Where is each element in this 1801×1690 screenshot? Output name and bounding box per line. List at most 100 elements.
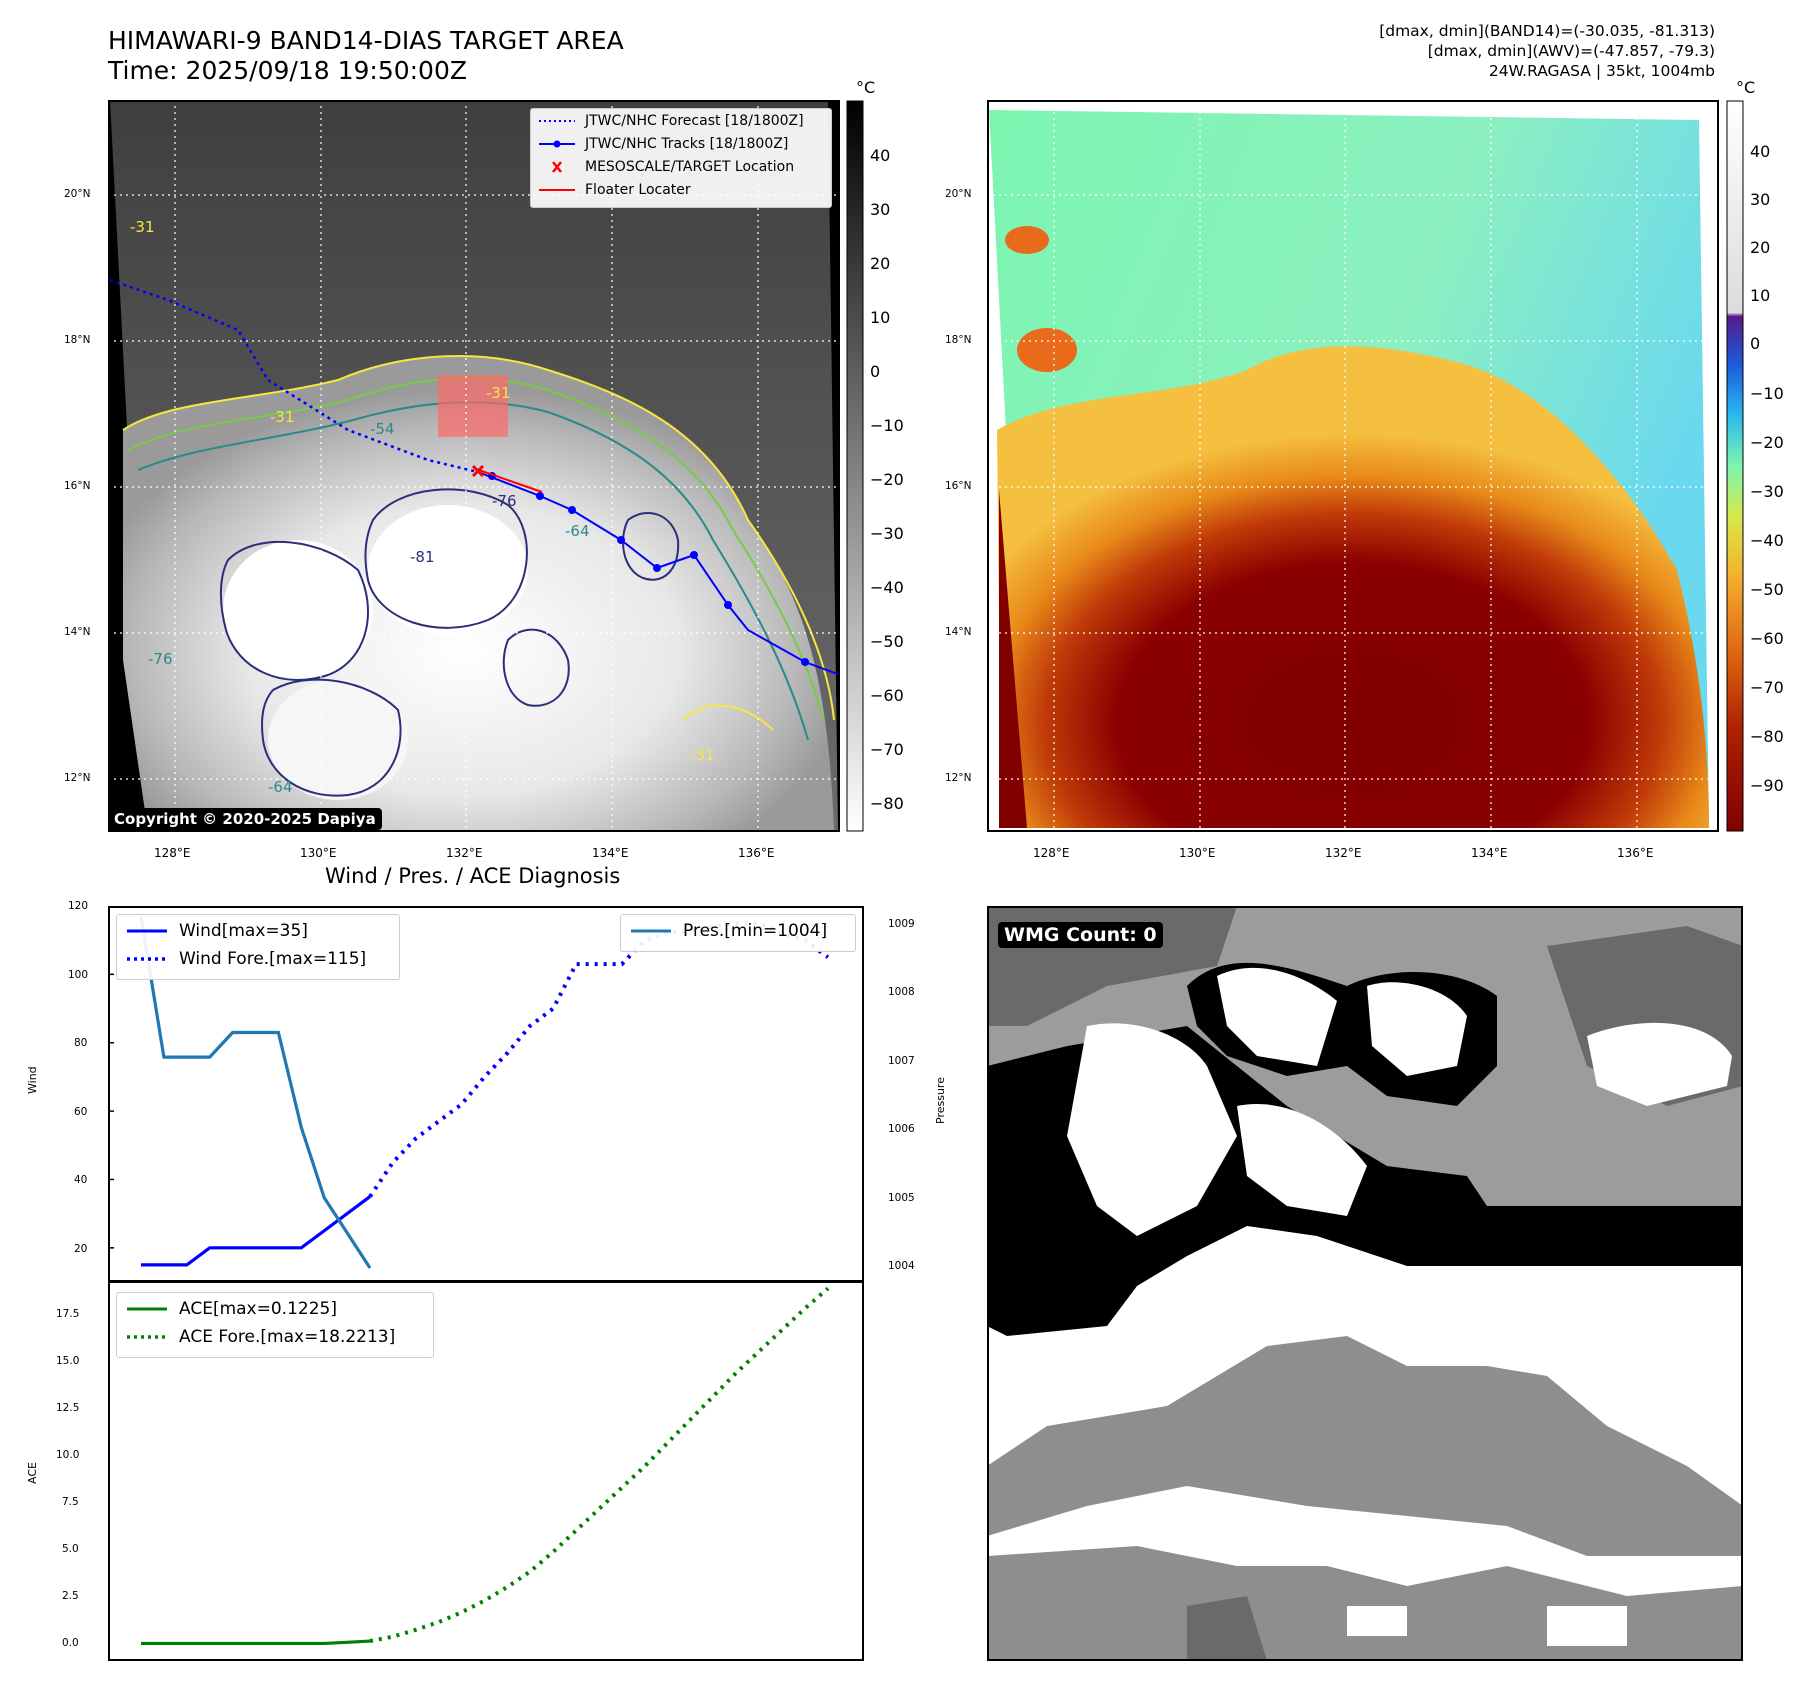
pressure-legend: Pres.[min=1004] [620,914,856,952]
wind-y-tick: 120 [68,900,89,912]
wind-dotted-swatch [127,957,167,961]
ir-colorbar-tick: 40 [870,146,891,165]
pressure-y-tick: 1009 [888,918,915,930]
ir-lat-tick: 18°N [64,334,91,346]
contour-label: -31 [486,384,511,402]
ir-colorbar-tick: −20 [870,470,904,489]
awv-lat-tick: 12°N [945,772,972,784]
awv-colorbar [1726,100,1744,832]
contour-label: -31 [270,408,295,426]
target-x-swatch [552,161,562,173]
figure-title: HIMAWARI-9 BAND14-DIAS TARGET AREA [108,26,624,55]
ir-colorbar-tick: −80 [870,794,904,813]
pressure-y-tick: 1006 [888,1123,915,1135]
floater-box [438,375,508,437]
awv-lat-tick: 14°N [945,626,972,638]
ir-colorbar-tick: −30 [870,524,904,543]
ir-colorbar [846,100,864,832]
ace-y-tick: 7.5 [62,1496,79,1508]
ir-lon-tick: 132°E [446,846,483,860]
legend-pressure-label: Pres.[min=1004] [683,921,828,941]
ir-colorbar-tick: 0 [870,362,881,381]
ir-colorbar-tick: 20 [870,254,891,273]
awv-lon-tick: 128°E [1033,846,1070,860]
pressure-y-tick: 1008 [888,986,915,998]
pressure-y-tick: 1004 [888,1260,915,1272]
legend-forecast-label: JTWC/NHC Forecast [18/1800Z] [585,113,804,129]
awv-colorbar-tick: −50 [1750,580,1784,599]
awv-colorbar-tick: 0 [1750,334,1761,353]
awv-colorbar-unit: °C [1736,78,1756,97]
contour-label: -81 [410,548,435,566]
wind-y-tick: 40 [74,1174,88,1186]
legend-wind-fore-label: Wind Fore.[max=115] [179,949,367,969]
ir-lat-tick: 20°N [64,188,91,200]
awv-satellite-panel [987,100,1719,832]
ace-y-tick: 0.0 [62,1637,79,1649]
legend-floater-label: Floater Locater [585,182,691,198]
ace-solid-swatch [127,1307,167,1311]
wind-axis-label: Wind [26,1066,39,1094]
forecast-line-swatch [539,120,575,122]
ir-lat-tick: 16°N [64,480,91,492]
ir-lon-tick: 134°E [592,846,629,860]
ir-colorbar-unit: °C [856,78,876,97]
awv-colorbar-tick: −40 [1750,531,1784,550]
track-line-swatch [539,140,575,148]
pressure-axis-label: Pressure [934,1077,947,1124]
ir-colorbar-tick: 30 [870,200,891,219]
awv-lon-tick: 132°E [1325,846,1362,860]
ir-colorbar-tick: −10 [870,416,904,435]
ir-lat-tick: 14°N [64,626,91,638]
contour-label: -31 [130,218,155,236]
wind-y-tick: 60 [74,1106,88,1118]
floater-line-swatch [539,189,575,191]
awv-lat-tick: 20°N [945,188,972,200]
info-storm-label: 24W.RAGASA | 35kt, 1004mb [1488,62,1715,80]
figure-time: Time: 2025/09/18 19:50:00Z [108,56,467,85]
ace-series-0 [141,1639,371,1646]
target-marker [471,464,485,478]
contour-label: -76 [492,492,517,510]
ace-y-tick: 5.0 [62,1543,79,1555]
ace-y-tick: 10.0 [56,1449,80,1461]
pressure-y-tick: 1007 [888,1055,915,1067]
pressure-solid-swatch [631,929,671,933]
ir-colorbar-tick: 10 [870,308,891,327]
copyright-badge: Copyright © 2020-2025 Dapiya [108,808,382,830]
legend-ace-fore-label: ACE Fore.[max=18.2213] [179,1327,396,1347]
contour-label: -64 [565,522,590,540]
wmg-classification-panel [987,906,1743,1661]
awv-lat-tick: 16°N [945,480,972,492]
ace-y-tick: 15.0 [56,1355,80,1367]
legend-ace-label: ACE[max=0.1225] [179,1299,337,1319]
awv-colorbar-tick: −90 [1750,776,1784,795]
legend-tracks-label: JTWC/NHC Tracks [18/1800Z] [585,136,789,152]
wind-y-tick: 100 [68,969,89,981]
awv-colorbar-tick: −20 [1750,433,1784,452]
awv-lat-tick: 18°N [945,334,972,346]
contour-label: -54 [370,420,395,438]
awv-colorbar-tick: −70 [1750,678,1784,697]
ace-y-tick: 12.5 [56,1402,80,1414]
contour-label: -64 [268,778,293,796]
ir-colorbar-tick: −50 [870,632,904,651]
ace-y-tick: 2.5 [62,1590,79,1602]
ir-legend: JTWC/NHC Forecast [18/1800Z] JTWC/NHC Tr… [530,108,832,208]
awv-lon-tick: 134°E [1471,846,1508,860]
legend-wind-label: Wind[max=35] [179,921,308,941]
ace-axis-label: ACE [26,1462,39,1484]
contour-label: -76 [148,650,173,668]
awv-colorbar-tick: −80 [1750,727,1784,746]
ir-lon-tick: 130°E [300,846,337,860]
ace-legend: ACE[max=0.1225] ACE Fore.[max=18.2213] [116,1292,434,1358]
ir-lat-tick: 12°N [64,772,91,784]
awv-colorbar-tick: −30 [1750,482,1784,501]
info-band14-range: [dmax, dmin](BAND14)=(-30.035, -81.313) [1379,22,1715,40]
ir-colorbar-tick: −40 [870,578,904,597]
pressure-y-tick: 1005 [888,1192,915,1204]
awv-colorbar-tick: −60 [1750,629,1784,648]
wind-y-tick: 20 [74,1243,88,1255]
ir-satellite-panel [108,100,840,832]
wind-legend: Wind[max=35] Wind Fore.[max=115] [116,914,400,980]
